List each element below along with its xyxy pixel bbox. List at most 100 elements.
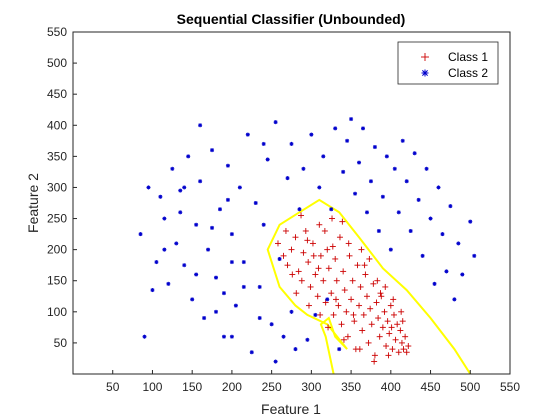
class-2-point [265,157,270,162]
x-axis-ticks: 50 100 150 200 250 300 350 400 450 500 550 [106,370,520,394]
class-2-point [293,347,298,352]
class-2-point [277,256,282,261]
class-1-point [381,308,388,315]
class-2-point [229,334,234,339]
class-1-point [346,252,353,259]
class-1-point [321,227,328,234]
x-tick-label: 400 [381,380,401,394]
class-2-point [198,179,203,184]
class-2-point [210,225,215,230]
y-tick-label: 550 [47,25,67,39]
plot-frame [72,31,511,375]
class-1-point [397,327,404,334]
class-2-point [146,185,151,190]
class-1-point [394,321,401,328]
class-1-point [360,311,367,318]
class-1-point [379,324,386,331]
class-1-point [371,358,378,365]
class-1-point [339,218,346,225]
class-2-point [396,210,401,215]
y-tick-label: 150 [47,274,67,288]
class-2-point [257,316,262,321]
y-tick-label: 250 [47,212,67,226]
class-2-point [321,154,326,159]
class-1-point [403,349,410,356]
class-2-point [273,120,278,125]
class-2-point [190,297,195,302]
y-tick-label: 350 [47,149,67,163]
class-2-point [158,194,163,199]
class-2-point [182,263,187,268]
class-1-point [351,318,358,325]
class-1-point [332,255,339,262]
class-2-point [261,141,266,146]
class-2-point [241,284,246,289]
class-2-point [221,291,226,296]
class-2-point [241,260,246,265]
class-1-point [307,283,314,290]
class-2-point [233,303,238,308]
class-2-point [186,154,191,159]
class-1-point [333,277,340,284]
class-2-point [337,347,342,352]
class-1-point [325,265,332,272]
class-2-point [257,284,262,289]
legend-marker-class-2 [421,69,429,77]
plot-area [73,32,510,374]
class-2-point [198,123,203,128]
class-1-point [332,296,339,303]
class-1-point [376,333,383,340]
class-1-point [405,343,412,350]
class-1-point [340,336,347,343]
legend: Class 1 Class 2 [397,41,499,85]
class-1-point [357,283,364,290]
class-1-point [330,311,337,318]
class-2-point [309,132,314,137]
class-1-point [335,302,342,309]
class-1-point [292,234,299,241]
class-1-point [358,246,365,253]
class-2-point [329,207,334,212]
class-1-point [377,290,384,297]
chart-title: Sequential Classifier (Unbounded) [177,11,406,27]
y-tick-label: 500 [47,56,67,70]
class-2-point [353,191,358,196]
class-2-point [349,117,354,122]
class-1-point [402,333,409,340]
class-2-point [436,185,441,190]
class-1-point [375,315,382,322]
class-1-point [284,262,291,269]
y-tick-label: 50 [54,336,68,350]
class-2-point [444,269,449,274]
class-2-point [420,253,425,258]
class-2-point [448,204,453,209]
class-1-point [390,296,397,303]
class-2-point [174,241,179,246]
class-1-point [368,321,375,328]
class-1-point [325,324,332,331]
class-2-point [162,247,167,252]
class-1-point [338,321,345,328]
class-1-point [336,234,343,241]
class-1-point [398,308,405,315]
class-1-point [298,212,305,219]
class-1-point [389,346,396,353]
class-1-point [288,246,295,253]
class-1-point [289,271,296,278]
class-1-point [343,308,350,315]
class-1-point [304,237,311,244]
class-1-point [382,283,389,290]
class-1-point [302,227,309,234]
class-2-point [472,253,477,258]
x-axis-label: Feature 1 [261,401,321,417]
class-1-point [395,349,402,356]
class-2-point [178,210,183,215]
class-1-point [371,352,378,359]
class-1-point [280,252,287,259]
y-axis-ticks: 50 100 150 200 250 300 350 400 450 500 550 [47,25,77,350]
class-2-point [345,138,350,143]
class-1-point [366,255,373,262]
class-2-point [313,312,318,317]
class-2-point [162,216,167,221]
